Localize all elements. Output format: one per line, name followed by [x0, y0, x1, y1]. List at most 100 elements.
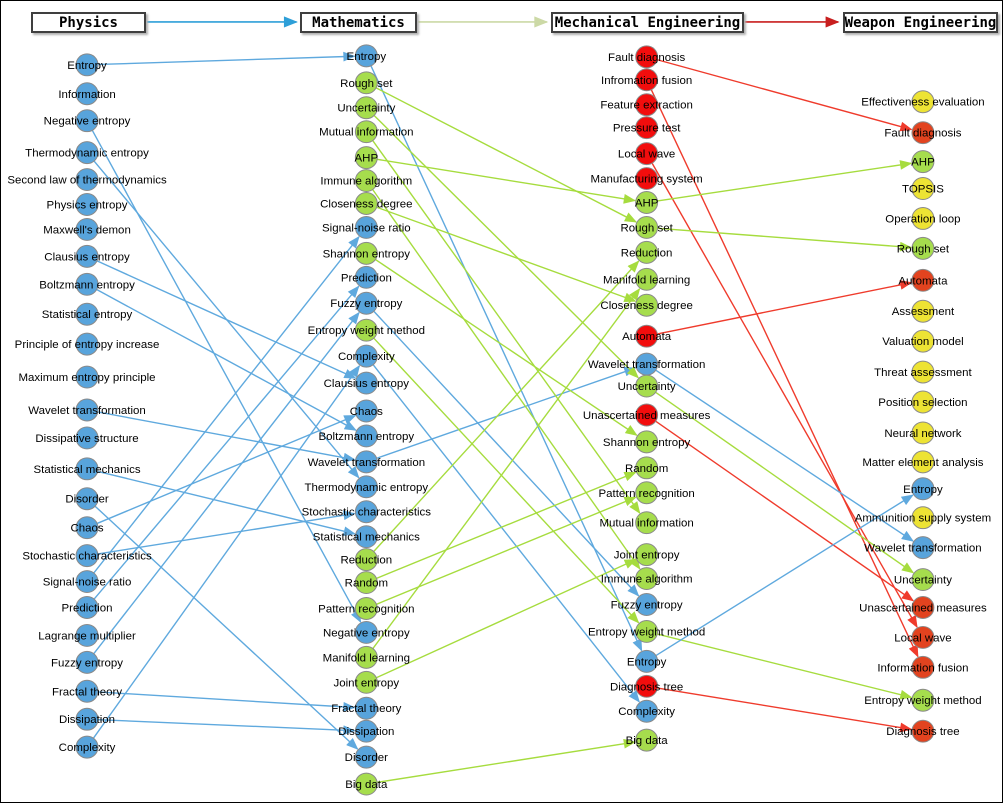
node-physics-stochastic-characteristics: Stochastic characteristics [22, 544, 152, 568]
node-math-thermodynamic-entropy: Thermodynamic entropy [305, 475, 428, 499]
column-header-mechanical-engineering: Mechanical Engineering [551, 12, 744, 33]
node-physics-wavelet-transformation: Wavelet transformation [28, 398, 146, 422]
node-circle-big-data [354, 772, 378, 796]
node-weapon-diagnosis-tree: Diagnosis tree [886, 719, 960, 743]
node-circle-feature-extraction [635, 93, 659, 117]
node-circle-ahp [354, 146, 378, 170]
node-circle-infromation-fusion [635, 68, 659, 92]
node-label-statistical-entropy: Statistical entropy [42, 309, 133, 321]
column-header-mathematics: Mathematics [300, 12, 417, 33]
node-mech-entropy: Entropy [627, 649, 667, 673]
node-math-pattern-recognition: Pattern recognition [318, 597, 414, 620]
node-math-dissipation: Dissipation [338, 719, 394, 743]
edge-stochastic-characteristics-to-math-stochastic-characteristics [97, 510, 356, 555]
node-circle-information-fusion [911, 655, 935, 679]
node-weapon-ammunition-supply-system: Ammunition supply system [855, 506, 991, 530]
edge-immune-algorithm-to-mech-immune-algorithm [372, 189, 641, 570]
edge-diagnosis-tree-to-weapon-diagnosis-tree [657, 687, 913, 733]
node-weapon-wavelet-transformation: Wavelet transformation [864, 536, 982, 560]
node-mech-big-data: Big data [626, 728, 668, 752]
node-circle-signal-noise-ratio [354, 215, 378, 239]
column-header-physics-label: Physics [58, 14, 118, 31]
edge-automata-to-weapon-automata [657, 280, 913, 335]
node-math-manifold-learning: Manifold learning [323, 645, 410, 669]
node-circle-valuation-model [911, 329, 935, 353]
column-header-weapon-engineering: Weapon Engineering [843, 12, 998, 33]
node-weapon-matter-element-analysis: Matter element analysis [862, 450, 984, 474]
node-circle-prediction [354, 265, 378, 289]
node-math-ahp: AHP [354, 146, 378, 170]
node-circle-thermodynamic-entropy [75, 141, 99, 165]
node-weapon-assessment: Assessment [892, 299, 955, 323]
node-circle-statistical-mechanics [354, 525, 378, 549]
edge-mutual-information-to-mech-mutual-information [372, 140, 641, 514]
node-mech-fault-diagnosis: Fault diagnosis [608, 45, 685, 69]
edge-big-data-to-mech-big-data [377, 738, 637, 784]
node-mech-shannon-entropy: Shannon entropy [603, 430, 691, 454]
node-circle-entropy [354, 44, 378, 68]
edge-complexity-to-math-complexity [92, 364, 361, 739]
node-circle-rough-set [911, 236, 935, 260]
node-mech-ahp: AHP [635, 191, 659, 214]
node-circle-joint-entropy [354, 670, 378, 694]
node-circle-mutual-information [354, 120, 378, 144]
edge-ahp-to-weapon-ahp [657, 160, 913, 202]
edge-entropy-weight-method-to-mech-entropy-weight-method [373, 337, 640, 624]
node-circle-chaos [354, 399, 378, 423]
node-label-lagrange-multiplier: Lagrange multiplier [38, 630, 136, 642]
node-label-fault-diagnosis: Fault diagnosis [884, 128, 961, 140]
node-label-joint-entropy: Joint entropy [614, 550, 680, 562]
edge-rough-set-to-weapon-rough-set [657, 227, 913, 252]
node-circle-rough-set [635, 215, 659, 239]
node-circle-boltzmann-entropy [75, 272, 99, 296]
node-circle-pattern-recognition [635, 481, 659, 505]
node-circle-position-selection [911, 390, 935, 414]
node-circle-fault-diagnosis [635, 45, 659, 69]
node-label-automata: Automata [898, 275, 948, 287]
node-circle-fractal-theory [75, 679, 99, 703]
node-label-position-selection: Position selection [878, 397, 967, 409]
node-mech-automata: Automata [622, 324, 672, 348]
edge-joint-entropy-to-mech-joint-entropy [376, 558, 637, 679]
node-label-stochastic-characteristics: Stochastic characteristics [302, 507, 432, 519]
node-math-entropy-weight-method: Entropy weight method [308, 318, 425, 342]
column-header-mechanical-engineering-label: Mechanical Engineering [554, 14, 741, 31]
node-physics-signal-noise-ratio: Signal-noise ratio [43, 570, 131, 594]
node-physics-disorder: Disorder [65, 487, 109, 511]
node-math-entropy: Entropy [347, 44, 386, 68]
node-label-random: Random [625, 463, 668, 475]
node-math-stochastic-characteristics: Stochastic characteristics [302, 500, 432, 524]
node-physics-maxwell-s-demon: Maxwell's demon [43, 217, 131, 241]
node-circle-entropy [75, 53, 99, 77]
node-label-infromation-fusion: Infromation fusion [601, 75, 692, 87]
edge-dissipation-to-math-dissipation [97, 718, 356, 736]
node-physics-complexity: Complexity [59, 735, 116, 759]
node-mech-closeness-degree: Closeness degree [600, 293, 693, 317]
node-math-shannon-entropy: Shannon entropy [323, 241, 410, 265]
node-mech-manufacturing-system: Manufacturing system [591, 167, 703, 191]
node-label-threat-assessment: Threat assessment [874, 367, 972, 379]
node-circle-pressure-test [635, 116, 659, 140]
node-label-prediction: Prediction [341, 272, 392, 284]
node-circle-statistical-mechanics [75, 457, 99, 481]
node-label-physics-entropy: Physics entropy [47, 199, 128, 211]
node-circle-shannon-entropy [354, 241, 378, 265]
node-label-principle-of-entropy-increase: Principle of entropy increase [15, 339, 160, 351]
node-label-complexity: Complexity [618, 706, 675, 718]
node-label-fractal-theory: Fractal theory [52, 686, 122, 698]
node-weapon-valuation-model: Valuation model [882, 329, 964, 353]
node-circle-rough-set [354, 71, 378, 95]
node-physics-chaos: Chaos [70, 516, 104, 540]
node-physics-dissipative-structure: Dissipative structure [35, 426, 139, 450]
node-circle-clausius-entropy [354, 371, 378, 395]
node-circle-neural-network [911, 421, 935, 445]
node-circle-thermodynamic-entropy [354, 475, 378, 499]
node-weapon-unascertained-measures: Unascertained measures [859, 596, 987, 619]
edge-manifold-learning-to-mech-manifold-learning [372, 287, 641, 649]
edge-boltzmann-entropy-to-math-boltzmann-entropy [96, 288, 357, 431]
node-weapon-entropy: Entropy [903, 477, 943, 501]
node-label-matter-element-analysis: Matter element analysis [862, 457, 983, 469]
node-label-manifold-learning: Manifold learning [603, 274, 690, 286]
edge-wavelet-transformation-to-mech-wavelet-transformation [376, 367, 637, 459]
node-circle-dissipative-structure [75, 426, 99, 450]
